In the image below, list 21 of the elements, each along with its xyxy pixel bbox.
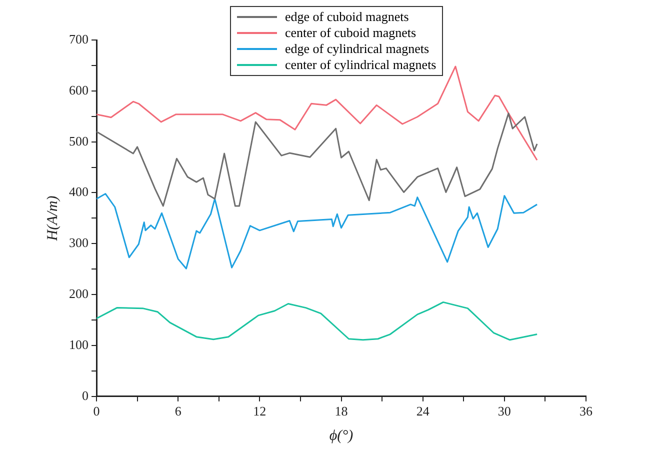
- legend-label: center of cylindrical magnets: [285, 57, 436, 73]
- y-tick-label: 500: [69, 133, 88, 148]
- y-tick-label: 600: [69, 82, 88, 98]
- x-tick-label: 18: [334, 404, 348, 419]
- y-tick-label: 400: [69, 184, 88, 200]
- legend-label: edge of cylindrical magnets: [285, 41, 430, 57]
- x-tick-label: 36: [580, 404, 593, 419]
- legend-label: edge of cuboid magnets: [285, 9, 409, 25]
- y-tick-label: 700: [69, 31, 88, 46]
- x-tick-label: 24: [416, 404, 430, 419]
- x-tick-label: 6: [174, 404, 182, 419]
- legend-label: center of cuboid magnets: [285, 25, 416, 41]
- x-tick-label: 12: [253, 404, 266, 419]
- x-tick-label: 30: [498, 404, 511, 419]
- y-axis-title: H(A/m): [44, 196, 61, 242]
- y-tick-label: 300: [69, 235, 88, 250]
- y-tick-label: 100: [69, 336, 88, 352]
- y-tick-label: 200: [69, 286, 88, 301]
- y-tick-label: 0: [82, 388, 88, 403]
- x-axis-title: ϕ(°): [329, 428, 354, 444]
- x-tick-label: 0: [93, 404, 100, 419]
